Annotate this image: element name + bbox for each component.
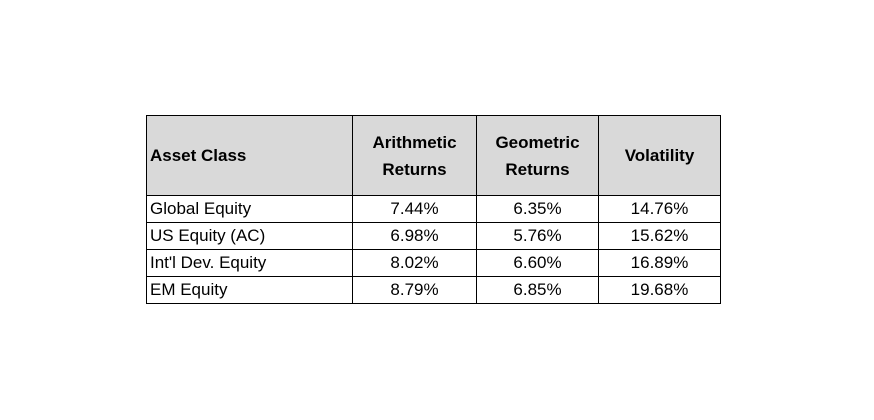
header-asset-class-label: Asset Class [150, 146, 247, 165]
cell-asset-class: Global Equity [146, 195, 353, 223]
cell-volatility: 16.89% [598, 249, 721, 277]
cell-arithmetic-returns: 7.44% [352, 195, 477, 223]
header-geometric-line-1: Geometric [495, 132, 580, 152]
cell-volatility: 15.62% [598, 222, 721, 250]
cell-arithmetic-returns: 8.02% [352, 249, 477, 277]
cell-asset-class: US Equity (AC) [146, 222, 353, 250]
header-geometric-line-2: Returns [505, 159, 570, 179]
cell-geometric-returns: 6.35% [476, 195, 599, 223]
header-asset-class: Asset Class [146, 115, 353, 196]
asset-returns-table: Asset Class Arithmetic Returns Geometric… [146, 115, 721, 304]
cell-geometric-returns: 5.76% [476, 222, 599, 250]
header-arithmetic-line-2: Returns [382, 159, 447, 179]
table-row: EM Equity 8.79% 6.85% 19.68% [146, 276, 721, 304]
asset-returns-table-container: Asset Class Arithmetic Returns Geometric… [146, 115, 721, 304]
header-volatility-label: Volatility [624, 146, 695, 165]
table-row: Int'l Dev. Equity 8.02% 6.60% 16.89% [146, 249, 721, 277]
cell-asset-class: EM Equity [146, 276, 353, 304]
cell-volatility: 14.76% [598, 195, 721, 223]
cell-arithmetic-returns: 6.98% [352, 222, 477, 250]
header-volatility: Volatility [598, 115, 721, 196]
cell-geometric-returns: 6.85% [476, 276, 599, 304]
table-header-row: Asset Class Arithmetic Returns Geometric… [146, 115, 721, 196]
table-row: Global Equity 7.44% 6.35% 14.76% [146, 195, 721, 223]
table-row: US Equity (AC) 6.98% 5.76% 15.62% [146, 222, 721, 250]
header-geometric-returns: Geometric Returns [476, 115, 599, 196]
cell-geometric-returns: 6.60% [476, 249, 599, 277]
header-arithmetic-line-1: Arithmetic [372, 132, 457, 152]
cell-asset-class: Int'l Dev. Equity [146, 249, 353, 277]
cell-arithmetic-returns: 8.79% [352, 276, 477, 304]
cell-volatility: 19.68% [598, 276, 721, 304]
header-arithmetic-returns: Arithmetic Returns [352, 115, 477, 196]
